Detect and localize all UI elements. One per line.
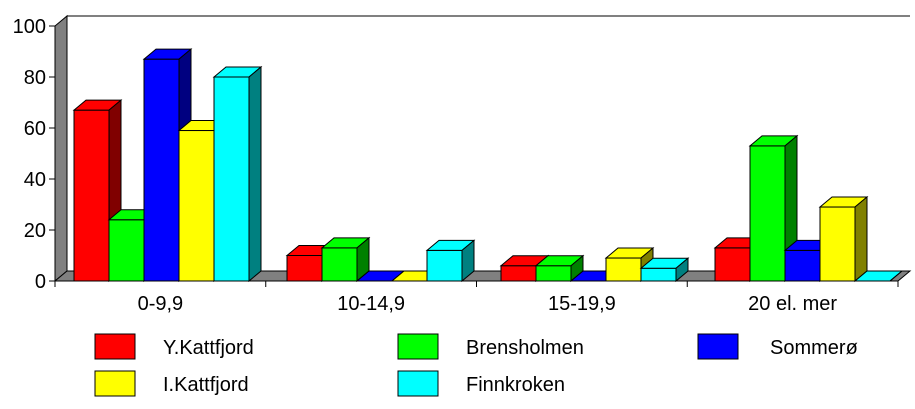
legend-label: Sommerø <box>770 337 858 359</box>
y-tick-label: 40 <box>24 169 46 191</box>
bar <box>499 254 550 283</box>
x-tick-label: 20 el. mer <box>748 293 837 315</box>
left-wall <box>54 14 68 283</box>
bar-front <box>500 265 537 282</box>
bar-front <box>714 247 751 282</box>
bar-front <box>108 219 145 282</box>
bar-side <box>461 239 475 283</box>
bar-front <box>286 255 323 282</box>
legend-swatch <box>94 333 136 360</box>
bars <box>72 48 904 283</box>
bar <box>639 257 690 283</box>
bar-front <box>213 76 250 282</box>
bar-front <box>73 109 110 282</box>
legend-swatch <box>397 333 439 360</box>
legend-label: Y.Kattfjord <box>163 337 254 359</box>
legend-label: Finnkroken <box>466 374 565 396</box>
bar-front <box>640 267 677 282</box>
y-tick-label: 100 <box>13 16 46 38</box>
legend-label: Brensholmen <box>466 337 584 359</box>
y-tick-label: 20 <box>24 220 46 242</box>
bar-front <box>178 130 215 282</box>
bar <box>142 48 193 283</box>
axes: 0 20 40 60 80 100 0-9,9 10-14,9 15-19,9 20 el. me… <box>13 16 899 315</box>
legend-item: I.Kattfjord <box>94 370 249 397</box>
y-tick-label: 0 <box>35 271 46 293</box>
legend-swatch <box>697 333 739 360</box>
bar-front <box>535 265 572 282</box>
y-tick-label: 60 <box>24 118 46 140</box>
legend-item: Brensholmen <box>397 333 584 360</box>
x-tick-label: 15-19,9 <box>548 293 616 315</box>
bar-front <box>143 58 180 282</box>
legend-item: Sommerø <box>697 333 858 360</box>
bar-front <box>321 247 358 282</box>
chart-walls <box>53 14 912 283</box>
bar-side <box>675 257 689 283</box>
bar <box>212 65 263 283</box>
bar-front <box>426 249 463 282</box>
bar <box>425 239 476 283</box>
legend-swatch <box>397 370 439 397</box>
bar-front <box>749 145 786 282</box>
x-tick-label: 10-14,9 <box>337 293 405 315</box>
bar-side <box>854 195 868 283</box>
bar <box>818 195 869 283</box>
legend-item: Y.Kattfjord <box>94 333 254 360</box>
legend-swatch <box>94 370 136 397</box>
bar-front <box>784 249 821 282</box>
bar-front <box>819 206 856 282</box>
bar <box>534 254 585 283</box>
y-tick-label: 80 <box>24 67 46 89</box>
legend-item: Finnkroken <box>397 370 565 397</box>
bar-side <box>248 65 262 283</box>
bar-side <box>889 270 903 282</box>
legend-label: I.Kattfjord <box>163 374 249 396</box>
x-tick-label: 0-9,9 <box>138 293 184 315</box>
bar-front <box>605 257 642 282</box>
bar <box>320 236 371 283</box>
legend: Y.Kattfjord Brensholmen Sommerø I.Kattfjord… <box>94 333 858 397</box>
